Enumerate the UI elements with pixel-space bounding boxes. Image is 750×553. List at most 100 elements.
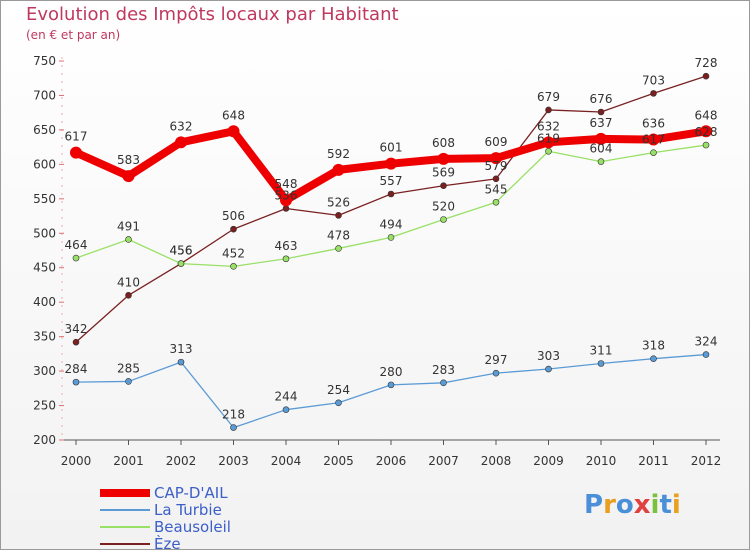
data-label-cap-d-ail: 632	[537, 119, 560, 133]
data-point-beausoleil	[125, 236, 132, 243]
data-label-beausoleil: 619	[537, 131, 560, 145]
legend: CAP-D'AIL La Turbie Beausoleil Èze	[100, 483, 231, 553]
legend-label: CAP-D'AIL	[154, 483, 228, 502]
data-label-beausoleil: 464	[65, 238, 88, 252]
data-label-cap-d-ail: 648	[222, 108, 245, 122]
y-tick-label: 650	[33, 123, 56, 137]
data-point-la-turbie	[650, 355, 657, 362]
data-label--ze: 676	[590, 92, 613, 106]
data-label--ze: 679	[537, 90, 560, 104]
data-point-la-turbie	[597, 360, 605, 367]
logo-letter: o	[615, 490, 634, 520]
data-label-la-turbie: 284	[65, 362, 88, 376]
data-point-cap-d-ail	[490, 152, 502, 165]
x-tick-label: 2008	[481, 454, 512, 468]
data-label-cap-d-ail: 632	[170, 119, 193, 133]
y-tick-label: 600	[33, 157, 56, 171]
data-point-la-turbie	[335, 399, 342, 407]
logo-letter: r	[603, 490, 616, 520]
data-point-la-turbie	[440, 379, 447, 387]
logo-letter: i	[671, 490, 681, 520]
legend-swatch	[100, 488, 150, 497]
data-label-beausoleil: 494	[380, 217, 403, 231]
data-label-cap-d-ail: 609	[485, 135, 508, 149]
data-point-la-turbie	[72, 378, 80, 386]
proxiti-logo: Proxiti	[584, 490, 681, 520]
data-label-beausoleil: 545	[485, 182, 508, 196]
chart-subtitle: (en € et par an)	[26, 28, 121, 42]
data-label-cap-d-ail: 637	[590, 116, 613, 130]
data-point-beausoleil	[597, 158, 605, 165]
data-point-cap-d-ail	[542, 136, 555, 149]
data-label-la-turbie: 244	[275, 390, 298, 404]
x-tick-label: 2004	[271, 454, 302, 468]
data-label--ze: 342	[65, 322, 88, 336]
data-label--ze: 506	[222, 209, 245, 223]
data-point-beausoleil	[282, 255, 290, 263]
data-point-la-turbie	[125, 378, 132, 385]
data-label-beausoleil: 456	[170, 244, 193, 258]
data-label-cap-d-ail: 583	[117, 153, 140, 167]
data-point-la-turbie	[492, 369, 500, 377]
x-tick-label: 2005	[323, 454, 354, 468]
data-label-la-turbie: 283	[432, 363, 455, 377]
data-label-beausoleil: 491	[117, 219, 140, 233]
x-tick-label: 2001	[113, 454, 144, 468]
x-tick-label: 2002	[166, 454, 197, 468]
data-point--ze	[650, 90, 657, 97]
data-label-la-turbie: 297	[485, 353, 508, 367]
legend-item--ze: Èze	[100, 534, 231, 553]
x-tick-label: 2000	[61, 454, 92, 468]
x-tick-label: 2006	[376, 454, 407, 468]
legend-label: Beausoleil	[154, 517, 231, 536]
data-point-beausoleil	[177, 260, 185, 267]
data-point-beausoleil	[387, 234, 395, 241]
data-label-beausoleil: 520	[432, 199, 455, 213]
data-point-cap-d-ail	[227, 125, 240, 138]
x-tick-label: 2011	[638, 454, 669, 468]
y-tick-label: 450	[33, 261, 56, 275]
y-tick-label: 350	[33, 330, 56, 344]
data-point-cap-d-ail	[437, 152, 450, 165]
data-point-la-turbie	[177, 358, 185, 366]
data-label-cap-d-ail: 648	[695, 108, 718, 122]
data-label-cap-d-ail: 636	[642, 117, 665, 131]
legend-item-cap-d-ail: CAP-D'AIL	[100, 483, 231, 502]
data-label--ze: 456	[170, 244, 193, 258]
data-point-beausoleil	[335, 245, 342, 252]
data-point--ze	[72, 338, 80, 346]
data-point-la-turbie	[230, 424, 237, 431]
data-label-la-turbie: 254	[327, 383, 350, 397]
y-tick-label: 400	[33, 295, 56, 309]
logo-letter: t	[659, 490, 672, 520]
data-label--ze: 536	[275, 188, 298, 202]
data-label--ze: 728	[695, 56, 718, 70]
data-point-cap-d-ail	[70, 146, 82, 159]
data-point-cap-d-ail	[332, 163, 345, 176]
data-label-la-turbie: 318	[642, 339, 665, 353]
x-tick-label: 2010	[586, 454, 617, 468]
data-point-cap-d-ail	[122, 170, 135, 183]
data-label-cap-d-ail: 592	[327, 147, 350, 161]
data-point--ze	[125, 291, 132, 299]
data-point-la-turbie	[702, 351, 710, 358]
data-point--ze	[545, 106, 552, 114]
data-label-la-turbie: 311	[590, 344, 613, 358]
data-label-beausoleil: 604	[590, 142, 613, 156]
logo-letter: x	[633, 490, 651, 520]
data-point-cap-d-ail	[280, 194, 292, 207]
legend-swatch	[100, 525, 150, 528]
data-label-cap-d-ail: 608	[432, 136, 455, 150]
data-point-cap-d-ail	[647, 133, 660, 146]
legend-item-la-turbie: La Turbie	[100, 501, 231, 519]
data-label-beausoleil: 617	[642, 133, 665, 147]
data-label-cap-d-ail: 548	[275, 177, 298, 191]
data-point--ze	[282, 205, 290, 212]
data-point-beausoleil	[650, 149, 657, 156]
data-point--ze	[492, 175, 500, 183]
data-point-cap-d-ail	[595, 132, 607, 145]
legend-label: Èze	[154, 534, 181, 553]
data-label--ze: 557	[380, 174, 403, 188]
x-tick-label: 2007	[428, 454, 459, 468]
